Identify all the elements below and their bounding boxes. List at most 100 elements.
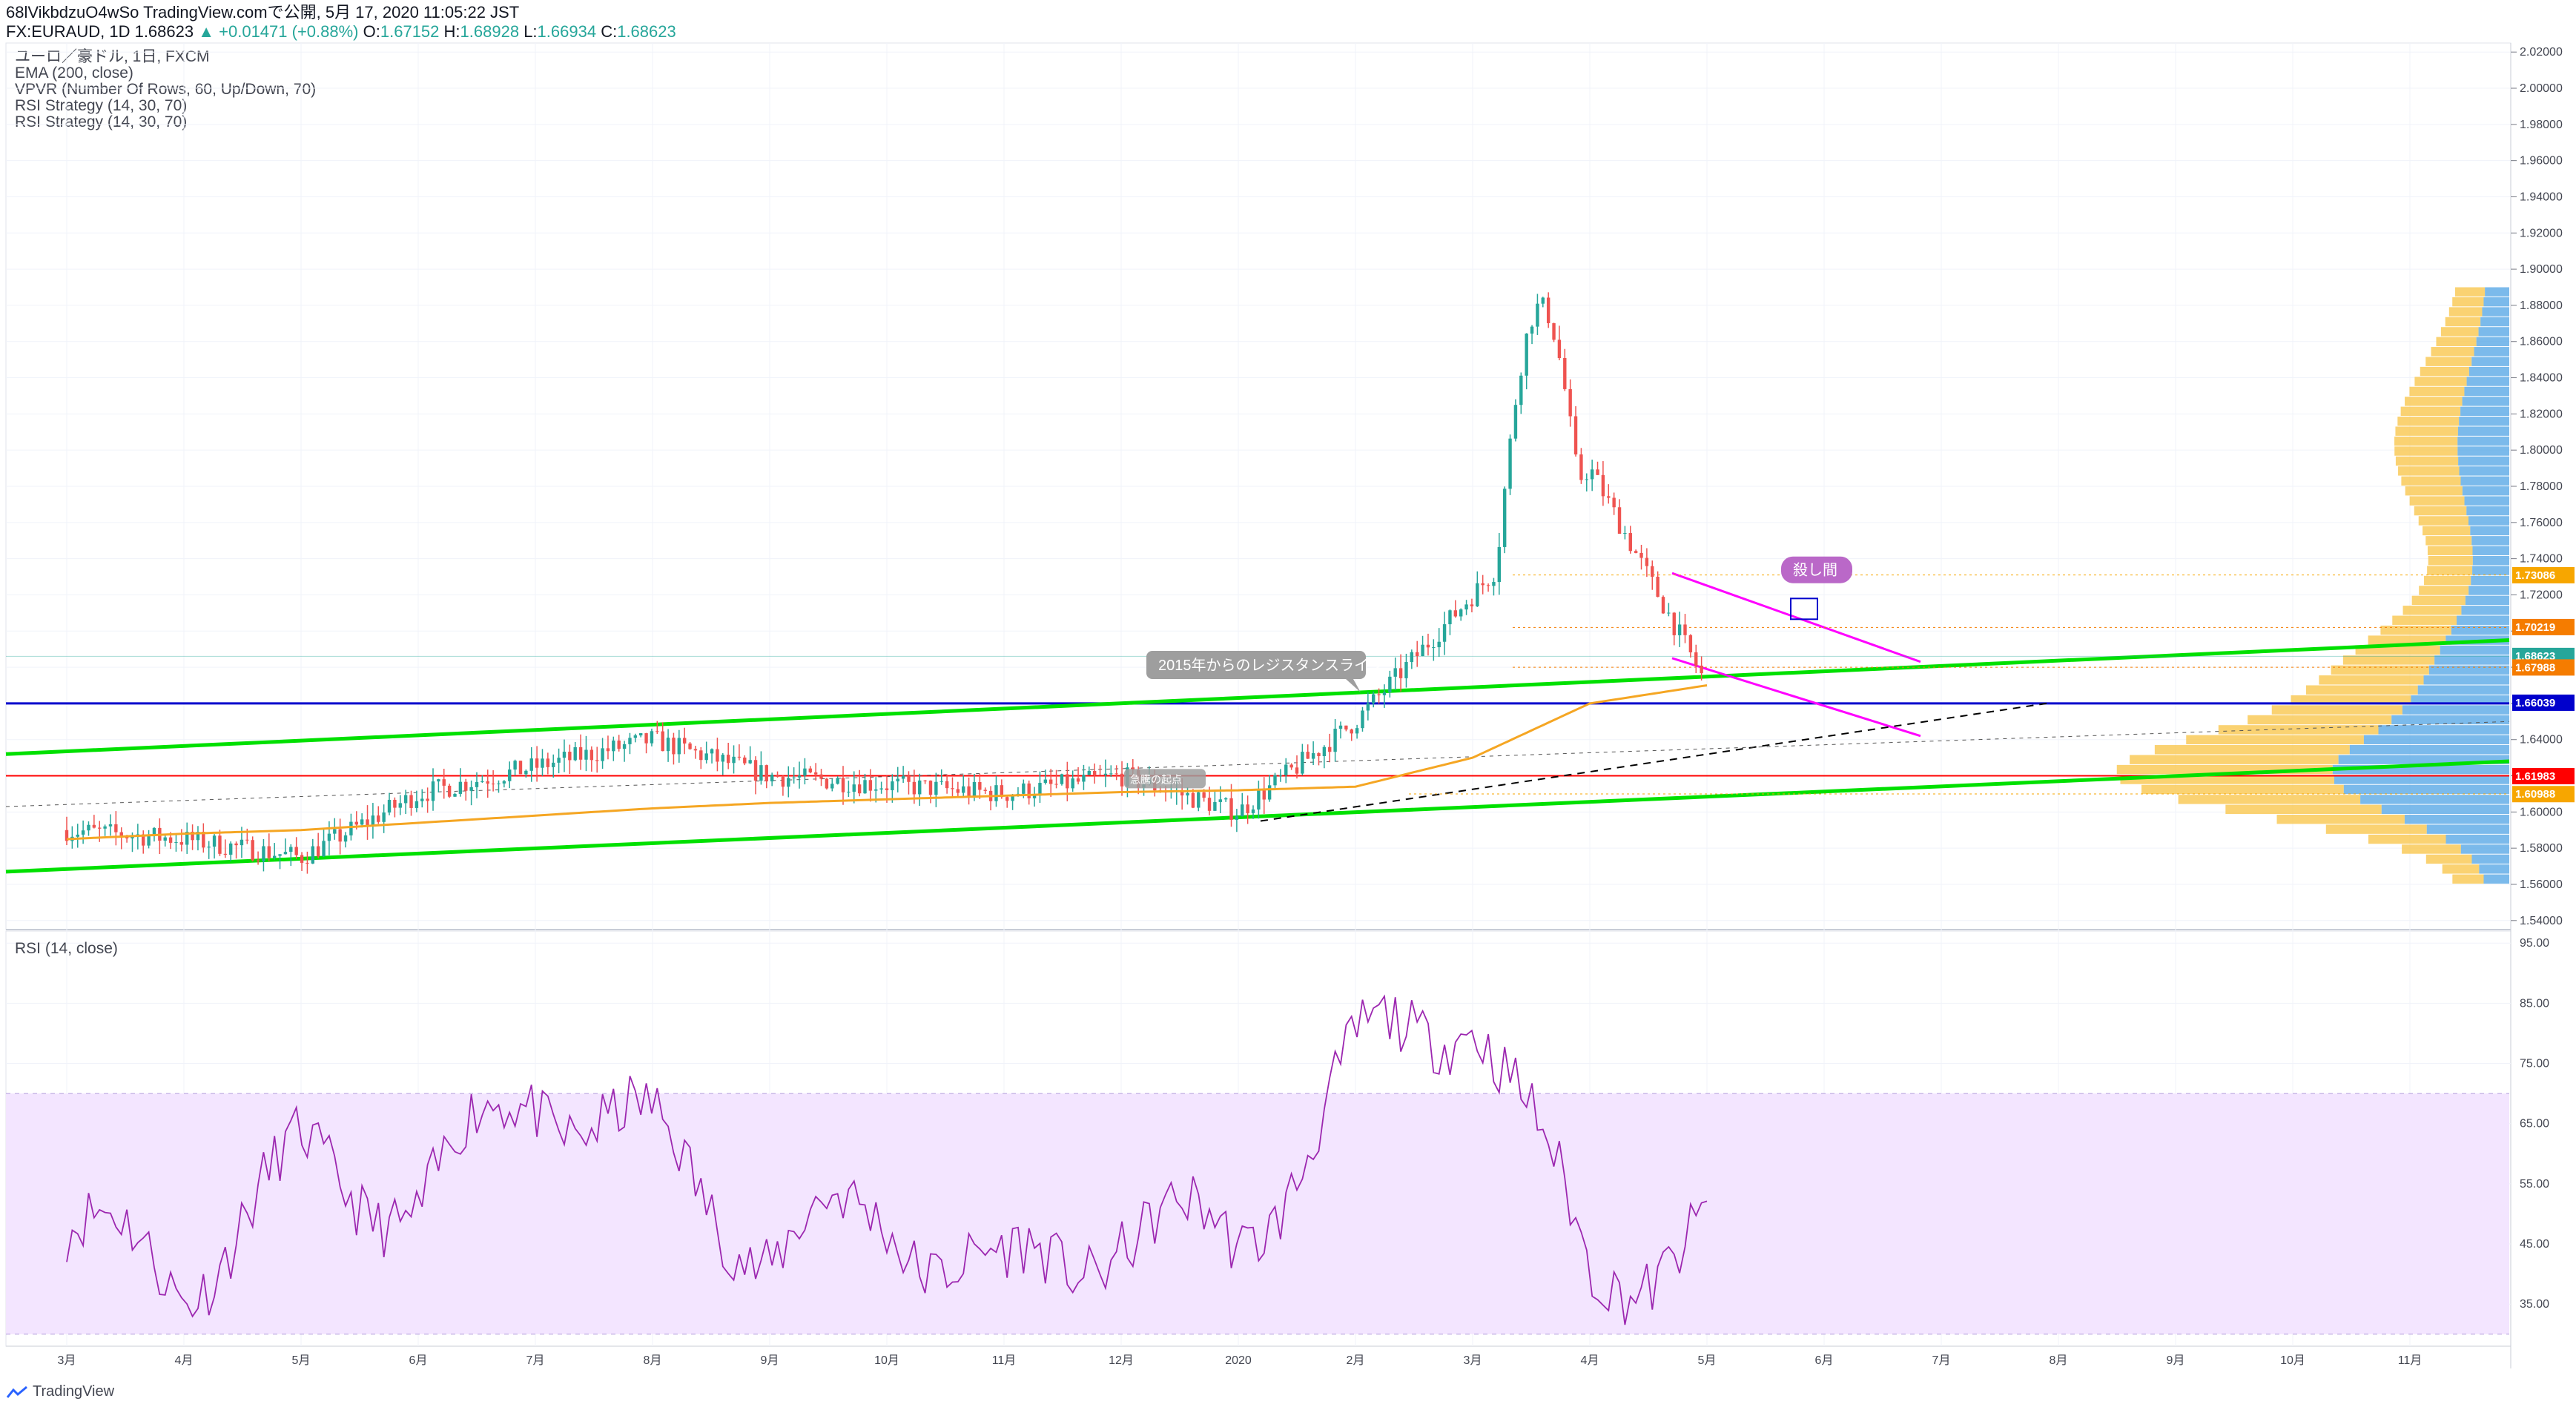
- candle-body: [338, 829, 342, 842]
- candle-body: [1109, 773, 1113, 775]
- change-up-icon: ▲: [198, 22, 215, 41]
- candle-body: [1350, 729, 1353, 734]
- rsi-tick-label: 75.00: [2520, 1058, 2549, 1070]
- legend-vpvr[interactable]: VPVR (Number Of Rows, 60, Up/Down, 70): [15, 81, 317, 98]
- price-tick-label: 2.00000: [2520, 82, 2563, 95]
- vp-bar-up: [2472, 566, 2509, 575]
- rsi-title[interactable]: RSI (14, close): [15, 940, 118, 957]
- candle-body: [1601, 474, 1605, 497]
- vp-bar-down: [2248, 715, 2392, 725]
- candle-body: [1022, 783, 1026, 794]
- vp-bar-down: [2440, 327, 2479, 337]
- candle-body: [1131, 767, 1135, 770]
- vp-bar-down: [2425, 536, 2472, 546]
- time-tick-label: 12月: [1109, 1354, 1134, 1367]
- symbol-label: FX:EURAUD, 1D 1.68623: [6, 22, 194, 41]
- candle-body: [945, 781, 949, 789]
- tradingview-logo[interactable]: TradingView: [6, 1383, 114, 1400]
- candle-body: [409, 795, 413, 808]
- vp-bar-down: [2305, 685, 2418, 695]
- vp-bar-up: [2464, 386, 2509, 397]
- candle-body: [174, 842, 178, 844]
- candle-body: [398, 803, 402, 808]
- vp-bar-up: [2478, 327, 2509, 337]
- candle-body: [1398, 668, 1403, 678]
- legend-ema[interactable]: EMA (200, close): [15, 64, 133, 82]
- candle-body: [223, 853, 228, 855]
- candle-body: [568, 752, 572, 761]
- candle-body: [628, 738, 632, 744]
- candle-body: [841, 778, 845, 792]
- resistance-callout-label: 2015年からのレジスタンスライン: [1158, 657, 1384, 674]
- vp-bar-up: [2423, 675, 2509, 685]
- candle-body: [1453, 610, 1458, 617]
- candle-body: [578, 746, 583, 760]
- candle-body: [1011, 795, 1014, 801]
- vp-bar-up: [2476, 337, 2509, 347]
- candle-body: [879, 788, 883, 789]
- candle-body: [967, 786, 971, 797]
- price-tick-label: 1.74000: [2520, 553, 2563, 566]
- candle-body: [901, 775, 905, 779]
- candle-body: [502, 781, 506, 784]
- candle-body: [403, 795, 408, 804]
- candle-body: [333, 829, 337, 834]
- candle-body: [1366, 703, 1370, 711]
- candle-body: [606, 748, 610, 752]
- vp-bar-down: [2414, 506, 2467, 516]
- vp-bar-up: [2471, 854, 2509, 864]
- candle-body: [475, 781, 479, 787]
- candle-body: [1278, 775, 1283, 776]
- candle-body: [98, 827, 102, 829]
- vp-bar-up: [2471, 575, 2509, 586]
- candle-body: [1656, 577, 1659, 597]
- legend-symbol[interactable]: ユーロ／豪ドル, 1日, FXCM: [15, 48, 210, 65]
- trendline-dotted: [5, 721, 2510, 807]
- candle-body: [1579, 454, 1583, 480]
- candle-body: [535, 758, 539, 768]
- vp-bar-up: [2460, 844, 2509, 854]
- vp-bar-up: [2411, 695, 2509, 705]
- price-tick-label: 1.84000: [2520, 372, 2563, 385]
- candle-body: [108, 824, 113, 827]
- drawing-lines[interactable]: [5, 572, 2510, 874]
- candle-body: [1005, 797, 1009, 801]
- vp-bar-down: [2178, 795, 2361, 804]
- candle-body: [1306, 752, 1310, 759]
- candle-body: [1213, 801, 1217, 811]
- legend-rsi-strategy-2[interactable]: RSI Strategy (14, 30, 70): [15, 113, 188, 130]
- vp-bar-up: [2458, 456, 2509, 466]
- candle-body: [327, 833, 331, 841]
- candle-body: [1301, 752, 1304, 774]
- candle-body: [1628, 533, 1632, 552]
- candle-body: [1235, 816, 1239, 820]
- candle-body: [699, 750, 703, 761]
- candle-body: [764, 765, 768, 782]
- vp-bar-up: [2468, 366, 2509, 377]
- time-tick-label: 5月: [1698, 1354, 1717, 1367]
- candle-body: [655, 731, 659, 732]
- candle-body: [1207, 798, 1212, 811]
- vp-bar-up: [2363, 735, 2509, 745]
- vp-bar-down: [2368, 834, 2446, 844]
- time-tick-label: 9月: [761, 1354, 779, 1367]
- vp-bar-down: [2186, 735, 2364, 745]
- candle-body: [229, 843, 233, 855]
- price-axis[interactable]: 2.02000 2.00000 1.98000 1.96000 1.94000 1.920…: [2511, 46, 2575, 1311]
- vp-bar-down: [2130, 755, 2339, 764]
- legend-rsi-strategy-1[interactable]: RSI Strategy (14, 30, 70): [15, 97, 188, 114]
- vp-bar-up: [2466, 377, 2509, 386]
- time-axis[interactable]: 3月 4月 5月 6月 7月 8月 9月 10月 11月 12月 2020 2月 3月 4月 5月 6月 7月 8…: [58, 1354, 2423, 1367]
- price-tag-bg: [2512, 659, 2575, 676]
- candle-body: [1623, 533, 1627, 534]
- candle-body: [874, 789, 878, 791]
- candle-body: [179, 842, 184, 845]
- vp-bar-down: [2425, 357, 2472, 366]
- candle-body: [1486, 585, 1490, 586]
- price-tick-label: 1.94000: [2520, 191, 2563, 203]
- candle-body: [1344, 725, 1348, 730]
- close-value: 1.68623: [617, 22, 676, 41]
- price-tick-label: 2.02000: [2520, 46, 2563, 59]
